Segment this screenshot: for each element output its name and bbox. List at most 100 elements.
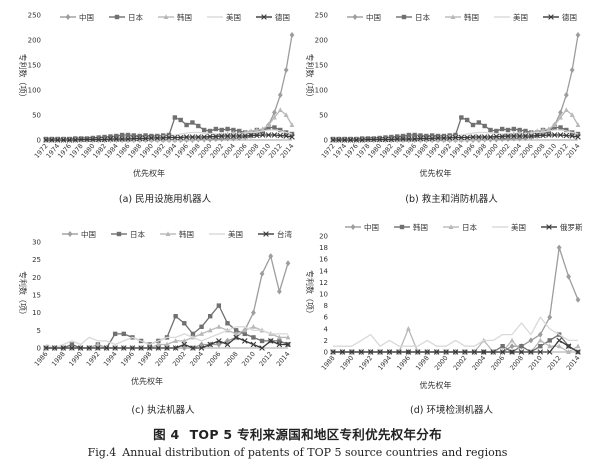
y-tick-label: 0 bbox=[37, 137, 41, 145]
data-point bbox=[276, 288, 282, 295]
data-point bbox=[538, 344, 543, 349]
x-tick-label: 2014 bbox=[279, 142, 296, 160]
data-point bbox=[490, 349, 496, 355]
legend-label: 中国 bbox=[79, 12, 94, 22]
legend-item: 日本 bbox=[443, 222, 477, 232]
data-point bbox=[547, 343, 553, 349]
data-point bbox=[213, 126, 219, 132]
data-point bbox=[289, 122, 295, 127]
data-point bbox=[112, 345, 118, 351]
data-point bbox=[429, 135, 435, 142]
legend-label: 美国 bbox=[228, 229, 243, 239]
legend-label: 中国 bbox=[81, 229, 96, 239]
data-point bbox=[499, 133, 505, 140]
legend-label: 日本 bbox=[130, 229, 145, 239]
legend-item: 中国 bbox=[62, 229, 96, 239]
data-point bbox=[476, 120, 482, 125]
data-point bbox=[190, 120, 195, 125]
data-point bbox=[103, 345, 110, 351]
data-point bbox=[382, 136, 389, 143]
data-point bbox=[138, 345, 144, 351]
figure-panels: 0501001502002501972197419761978198019821… bbox=[18, 12, 583, 417]
data-point bbox=[528, 133, 535, 139]
data-point bbox=[213, 133, 219, 140]
data-point bbox=[423, 137, 429, 142]
figure-caption-en: Fig.4 Annual distribution of patents of T… bbox=[0, 446, 595, 459]
data-point bbox=[271, 132, 278, 138]
data-point bbox=[43, 345, 49, 351]
data-point bbox=[285, 334, 291, 340]
data-point bbox=[552, 125, 557, 130]
data-point bbox=[459, 115, 464, 120]
data-point bbox=[155, 341, 161, 347]
data-point bbox=[505, 133, 511, 139]
data-point bbox=[283, 67, 289, 73]
x-tick-label: 1992 bbox=[85, 350, 102, 368]
data-point bbox=[66, 137, 73, 143]
legend-item: 日本 bbox=[109, 12, 143, 22]
data-point bbox=[435, 135, 441, 141]
data-point bbox=[406, 136, 412, 142]
x-axis-label: 优先权年 bbox=[420, 168, 452, 178]
legend-label: 韩国 bbox=[177, 12, 192, 22]
y-tick-label: 150 bbox=[315, 62, 328, 70]
data-point bbox=[120, 345, 127, 351]
data-point bbox=[458, 134, 465, 141]
data-point bbox=[417, 135, 424, 142]
data-point bbox=[446, 135, 453, 141]
legend-item: 韩国 bbox=[394, 222, 428, 232]
data-point bbox=[148, 135, 155, 141]
data-point bbox=[225, 321, 230, 326]
data-point bbox=[452, 349, 459, 355]
data-point bbox=[207, 341, 214, 348]
data-point bbox=[54, 137, 61, 143]
y-axis-label: 专利数（项） bbox=[305, 270, 315, 318]
data-point bbox=[566, 349, 571, 354]
data-point bbox=[143, 137, 148, 142]
data-point bbox=[575, 122, 581, 127]
y-tick-label: 2 bbox=[324, 337, 328, 345]
x-tick-label: 1986 bbox=[33, 350, 50, 368]
data-point bbox=[353, 137, 360, 143]
data-point bbox=[462, 349, 468, 355]
data-point bbox=[142, 135, 149, 142]
legend-item: 日本 bbox=[396, 12, 430, 22]
panel-caption: (a) 民用设施用机器人 bbox=[119, 193, 212, 205]
data-point bbox=[154, 137, 160, 142]
data-point bbox=[160, 135, 166, 141]
data-point bbox=[546, 349, 553, 355]
data-point bbox=[90, 136, 96, 143]
x-tick-label: 1988 bbox=[320, 354, 337, 372]
data-point bbox=[499, 349, 506, 355]
legend-marker bbox=[65, 14, 71, 20]
data-point bbox=[464, 136, 470, 142]
data-point bbox=[367, 349, 374, 355]
data-point bbox=[516, 133, 523, 139]
data-point bbox=[121, 331, 126, 337]
data-point bbox=[207, 128, 213, 134]
x-tick-label: 1998 bbox=[414, 354, 431, 372]
y-tick-label: 12 bbox=[319, 279, 328, 287]
data-point bbox=[149, 137, 154, 142]
data-point bbox=[347, 137, 354, 143]
x-tick-label: 2010 bbox=[527, 354, 544, 372]
data-point bbox=[575, 134, 581, 140]
data-point bbox=[172, 345, 179, 351]
data-point bbox=[519, 344, 524, 349]
data-point bbox=[534, 132, 540, 139]
data-point bbox=[268, 253, 274, 260]
data-point bbox=[166, 137, 172, 142]
x-tick-label: 2004 bbox=[471, 354, 488, 372]
chart-panel-d: 0 2 4 6 8 10 12 14 16 18 20 1988 1990 1992 1994 1996 199… bbox=[305, 222, 583, 416]
legend-item: 台湾 bbox=[258, 229, 292, 239]
legend-label: 俄罗斯 bbox=[560, 222, 583, 232]
data-point bbox=[251, 335, 256, 340]
data-point bbox=[259, 345, 265, 351]
x-tick-label: 2014 bbox=[565, 354, 582, 372]
data-point bbox=[558, 109, 563, 116]
data-point bbox=[131, 133, 137, 138]
legend-item: 中国 bbox=[60, 12, 94, 22]
data-point bbox=[566, 273, 571, 280]
data-point bbox=[198, 345, 205, 351]
data-point bbox=[173, 338, 179, 343]
